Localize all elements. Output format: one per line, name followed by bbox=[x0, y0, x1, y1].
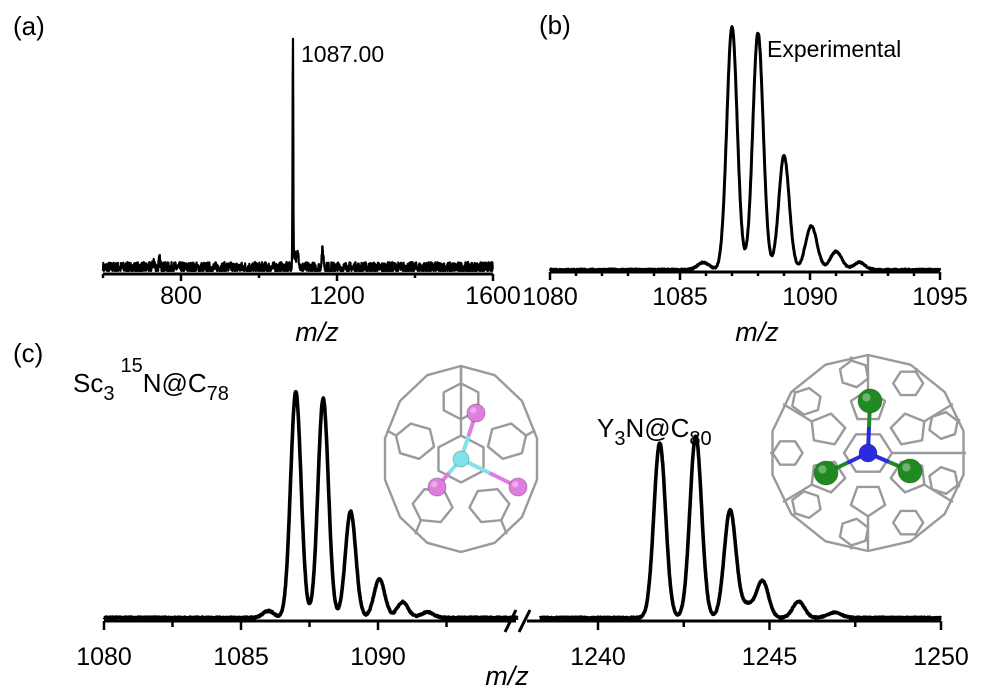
cage-bond bbox=[957, 418, 961, 422]
cage-face bbox=[791, 490, 822, 520]
cage-face bbox=[892, 370, 925, 397]
metal-atom bbox=[813, 460, 839, 486]
a-tick-label-1: 1200 bbox=[309, 282, 365, 310]
cage-face bbox=[810, 460, 847, 494]
atom-highlight bbox=[470, 407, 477, 414]
cage-face bbox=[838, 359, 870, 389]
series-label-sc3n-c78: Sc3 15N@C78 bbox=[73, 355, 229, 405]
cage-bond bbox=[782, 402, 813, 423]
metal-atom bbox=[857, 388, 883, 414]
label-y-sub: 3 bbox=[614, 428, 625, 450]
label-sc-mid: N@C bbox=[143, 368, 207, 398]
x-axis-title-b: m/z bbox=[735, 317, 779, 347]
c-left-tick-label-1: 1085 bbox=[213, 643, 269, 671]
cage-face bbox=[771, 440, 804, 466]
cage-face bbox=[889, 412, 926, 446]
cage-face bbox=[394, 422, 436, 460]
metal-atom bbox=[466, 403, 486, 423]
cage-face bbox=[928, 466, 959, 495]
x-ticks-a: 800 1200 1600 bbox=[101, 274, 521, 310]
label-y: Y bbox=[597, 413, 614, 443]
c-right-tick-label-1: 1245 bbox=[742, 643, 798, 671]
chart-panel-c: 1080 1085 1090 1240 1245 1250 m/z Sc315N@C78 … bbox=[73, 353, 969, 691]
panel-label-c: (c) bbox=[13, 338, 43, 368]
c-left-tick-label-0: 1080 bbox=[76, 643, 132, 671]
cage-face bbox=[842, 433, 894, 473]
cage-bond bbox=[914, 533, 919, 539]
b-tick-label-0: 1080 bbox=[522, 283, 578, 311]
metal-atom bbox=[427, 477, 447, 497]
series-label-y3n-c80: Y3N@C80 bbox=[597, 413, 712, 450]
cage-bond bbox=[791, 512, 796, 517]
spectrum-line-a bbox=[101, 37, 494, 272]
label-y-sub2: 80 bbox=[689, 428, 711, 450]
cage-bond bbox=[923, 402, 954, 423]
axis-break-marks bbox=[503, 609, 532, 633]
chart-panel-a: 800 1200 1600 1087.00 m/z bbox=[101, 37, 521, 347]
cage-bond bbox=[957, 484, 961, 488]
peak-annotation-a: 1087.00 bbox=[301, 41, 384, 67]
x-ticks-c: 1080 1085 1090 1240 1245 1250 bbox=[76, 621, 969, 671]
cage-face bbox=[810, 412, 847, 446]
spectrum-line-sc3n-c78 bbox=[102, 389, 520, 621]
nitrogen-atom bbox=[858, 443, 878, 463]
cage-bond bbox=[414, 519, 422, 535]
cage-face bbox=[892, 509, 925, 536]
x-axis-title-a: m/z bbox=[295, 317, 339, 347]
cage-face bbox=[928, 411, 959, 440]
cage-outline bbox=[383, 364, 539, 554]
atom-highlight bbox=[818, 465, 827, 474]
label-sc-sup: 15 bbox=[120, 355, 142, 377]
label-sc-sub: 3 bbox=[103, 383, 114, 405]
cage-face bbox=[486, 422, 528, 460]
atom-highlight bbox=[512, 481, 519, 488]
atom-highlight bbox=[902, 463, 911, 472]
peak-annotation-b: Experimental bbox=[767, 36, 901, 62]
c-left-tick-label-2: 1090 bbox=[350, 643, 406, 671]
cage-face bbox=[791, 386, 822, 416]
cage-bond bbox=[525, 429, 536, 437]
spectrum-line-y3n-c80 bbox=[538, 434, 943, 621]
label-y-mid: N@C bbox=[625, 413, 689, 443]
y3n-c80-molecule-image bbox=[770, 353, 966, 553]
nitrogen-atom bbox=[452, 450, 470, 468]
a-tick-label-2: 1600 bbox=[465, 282, 521, 310]
spectrum-line-b bbox=[548, 25, 942, 272]
panel-label-a: (a) bbox=[13, 11, 45, 41]
cage-bond bbox=[923, 483, 954, 504]
cage-face bbox=[437, 434, 485, 484]
cage-bond bbox=[386, 429, 397, 437]
label-sc: Sc bbox=[73, 368, 103, 398]
cage-face bbox=[442, 382, 480, 421]
cage-bond bbox=[500, 519, 508, 535]
cage-bond bbox=[791, 389, 796, 394]
a-tick-label-0: 800 bbox=[160, 282, 202, 310]
sc3n-c78-molecule-image bbox=[383, 364, 539, 554]
panel-label-b: (b) bbox=[539, 10, 571, 40]
atom-highlight bbox=[431, 481, 438, 488]
b-tick-label-1: 1085 bbox=[652, 283, 708, 311]
label-sc-sub2: 78 bbox=[207, 383, 229, 405]
metal-atom bbox=[508, 477, 528, 497]
cage-face bbox=[849, 485, 887, 518]
metal-atom bbox=[897, 458, 923, 484]
cage-face bbox=[889, 460, 926, 494]
x-ticks-b: 1080 1085 1090 1095 bbox=[522, 272, 968, 311]
atom-highlight bbox=[862, 393, 871, 402]
cage-face bbox=[838, 517, 870, 547]
x-axis-title-c: m/z bbox=[485, 661, 529, 691]
cage-bond bbox=[782, 483, 813, 504]
cage-face bbox=[468, 488, 511, 524]
b-tick-label-2: 1090 bbox=[782, 283, 838, 311]
b-tick-label-3: 1095 bbox=[912, 283, 968, 311]
chart-panel-b: 1080 1085 1090 1095 Experimental m/z bbox=[522, 25, 968, 347]
c-right-tick-label-2: 1250 bbox=[913, 643, 969, 671]
cage-bond bbox=[914, 367, 919, 373]
c-right-tick-label-0: 1240 bbox=[570, 643, 626, 671]
